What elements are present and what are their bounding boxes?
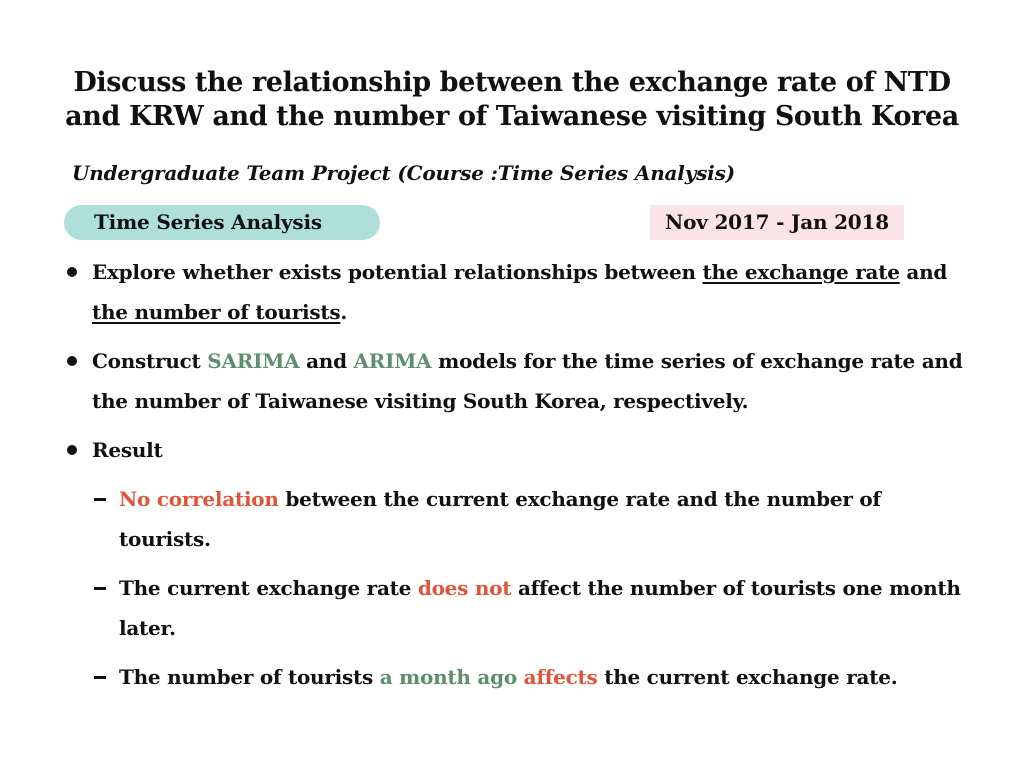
highlight-green: ARIMA bbox=[353, 349, 432, 373]
bullet-dot-3 bbox=[67, 445, 77, 455]
text: Result bbox=[92, 438, 163, 462]
bullet-1-text: Explore whether exists potential relatio… bbox=[92, 252, 972, 332]
underlined-text: the number of tourists bbox=[92, 300, 341, 324]
page-title: Discuss the relationship between the exc… bbox=[40, 66, 984, 134]
period-badge: Nov 2017 - Jan 2018 bbox=[650, 205, 904, 240]
bullet-2-text: Construct SARIMA and ARIMA models for th… bbox=[92, 341, 972, 421]
highlight-red: No correlation bbox=[119, 487, 279, 511]
text: between the current exchange rate and th… bbox=[119, 487, 881, 551]
text: and bbox=[299, 349, 354, 373]
text: affect the number of tourists one month … bbox=[119, 576, 961, 640]
dash-marker-3 bbox=[94, 676, 106, 679]
text: The number of tourists bbox=[119, 665, 380, 689]
text bbox=[517, 665, 524, 689]
result-2-text: The current exchange rate does not affec… bbox=[119, 568, 979, 648]
topic-badge: Time Series Analysis bbox=[64, 205, 380, 240]
title-line-2: and KRW and the number of Taiwanese visi… bbox=[65, 101, 959, 132]
result-3-text: The number of tourists a month ago affec… bbox=[119, 657, 979, 697]
highlight-green: SARIMA bbox=[207, 349, 300, 373]
bullet-dot-1 bbox=[67, 267, 77, 277]
dash-marker-1 bbox=[94, 498, 106, 501]
underlined-text: the exchange rate bbox=[702, 260, 900, 284]
bullet-3-text: Result bbox=[92, 430, 972, 470]
text: . bbox=[340, 300, 348, 324]
highlight-red: affects bbox=[523, 665, 598, 689]
text: Explore whether exists potential relatio… bbox=[92, 260, 703, 284]
text: Construct bbox=[92, 349, 208, 373]
dash-marker-2 bbox=[94, 587, 106, 590]
highlight-red: does not bbox=[417, 576, 512, 600]
bullet-dot-2 bbox=[67, 356, 77, 366]
text: models for the time series of exchange r… bbox=[92, 349, 963, 413]
text: the current exchange rate. bbox=[597, 665, 898, 689]
subtitle: Undergraduate Team Project (Course :Time… bbox=[72, 161, 735, 185]
title-line-1: Discuss the relationship between the exc… bbox=[73, 67, 951, 98]
text: and bbox=[899, 260, 948, 284]
text: The current exchange rate bbox=[119, 576, 418, 600]
result-1-text: No correlation between the current excha… bbox=[119, 479, 979, 559]
highlight-green: a month ago bbox=[379, 665, 518, 689]
